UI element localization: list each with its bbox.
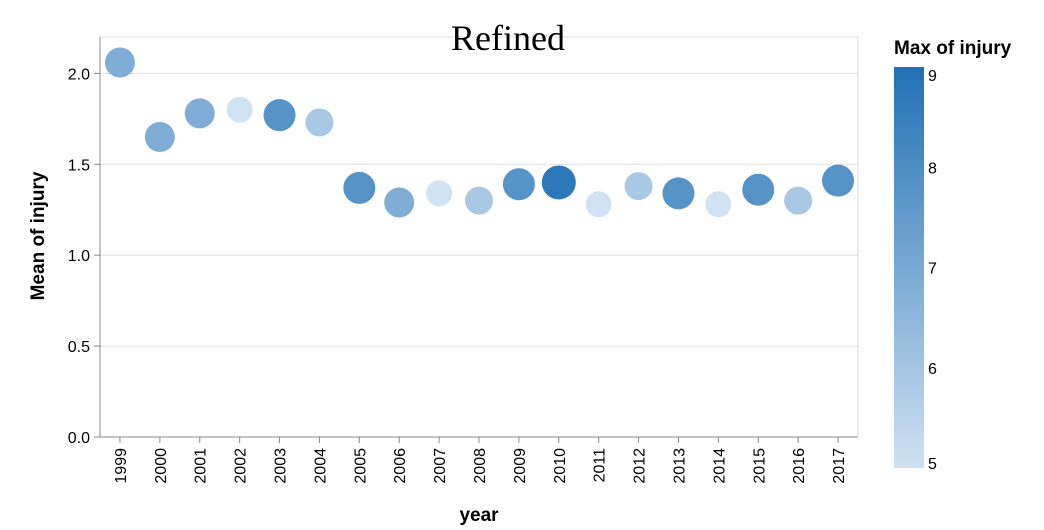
data-point bbox=[465, 186, 493, 215]
data-point bbox=[662, 177, 695, 210]
legend-tick-label: 9 bbox=[928, 68, 937, 85]
legend-gradient-bar bbox=[894, 67, 924, 468]
x-tick-label: 2004 bbox=[312, 448, 329, 484]
legend-tick-label: 6 bbox=[928, 361, 937, 378]
data-point bbox=[624, 172, 653, 201]
x-axis: 1999 2000 2001 2002 2003 2004 2005 2006 2007 2008… bbox=[100, 436, 858, 484]
data-point bbox=[784, 186, 813, 215]
x-tick-label: 2012 bbox=[632, 448, 649, 484]
color-legend: Max of injury 5 6 7 8 9 bbox=[894, 38, 1012, 473]
y-axis-title: Mean of injury bbox=[28, 171, 49, 300]
legend-title: Max of injury bbox=[894, 38, 1012, 59]
y-tick-label: 1.0 bbox=[68, 248, 90, 265]
x-tick-label: 2017 bbox=[831, 448, 848, 484]
data-point bbox=[705, 191, 732, 218]
legend-tick-label: 8 bbox=[928, 160, 937, 177]
x-tick-label: 2011 bbox=[592, 448, 609, 483]
x-tick-label: 2013 bbox=[671, 448, 688, 484]
legend-tick-label: 7 bbox=[928, 261, 937, 278]
x-tick-label: 2008 bbox=[472, 448, 489, 484]
y-tick-label: 0.5 bbox=[68, 339, 90, 356]
data-point bbox=[822, 164, 855, 197]
x-tick-label: 2003 bbox=[273, 448, 290, 484]
data-point bbox=[426, 180, 453, 207]
data-point bbox=[384, 187, 415, 218]
x-tick-label: 2005 bbox=[352, 448, 369, 484]
x-tick-label: 2010 bbox=[552, 448, 569, 484]
grid-lines bbox=[100, 36, 859, 437]
x-tick-label: 2001 bbox=[193, 448, 210, 484]
x-tick-label: 2007 bbox=[432, 448, 449, 484]
x-tick-label: 2006 bbox=[392, 448, 409, 484]
x-tick-label: 2014 bbox=[711, 448, 728, 484]
data-point bbox=[144, 122, 175, 152]
data-point bbox=[742, 173, 775, 206]
x-tick-label: 2009 bbox=[512, 448, 529, 484]
x-tick-label: 2016 bbox=[791, 448, 808, 484]
data-points bbox=[104, 47, 855, 218]
y-tick-label: 0.0 bbox=[68, 430, 90, 447]
data-point bbox=[226, 96, 253, 123]
data-point bbox=[541, 165, 576, 200]
y-axis: 0.0 0.5 1.0 1.5 2.0 bbox=[68, 37, 101, 447]
chart-title: Refined bbox=[451, 18, 565, 58]
legend-ticks: 5 6 7 8 9 bbox=[928, 68, 937, 473]
x-tick-label: 2015 bbox=[751, 448, 768, 484]
data-point bbox=[184, 98, 215, 129]
x-tick-label: 2002 bbox=[233, 448, 250, 484]
x-tick-label: 2000 bbox=[153, 448, 170, 484]
legend-tick-label: 5 bbox=[928, 456, 937, 473]
data-point bbox=[104, 47, 135, 78]
data-point bbox=[502, 168, 535, 201]
y-tick-label: 1.5 bbox=[68, 157, 90, 174]
data-point bbox=[585, 191, 612, 218]
x-axis-title: year bbox=[459, 505, 499, 526]
y-tick-label: 2.0 bbox=[68, 66, 90, 83]
data-point bbox=[263, 99, 296, 132]
data-point bbox=[343, 171, 376, 204]
x-tick-label: 1999 bbox=[113, 448, 130, 484]
data-point bbox=[305, 108, 334, 137]
